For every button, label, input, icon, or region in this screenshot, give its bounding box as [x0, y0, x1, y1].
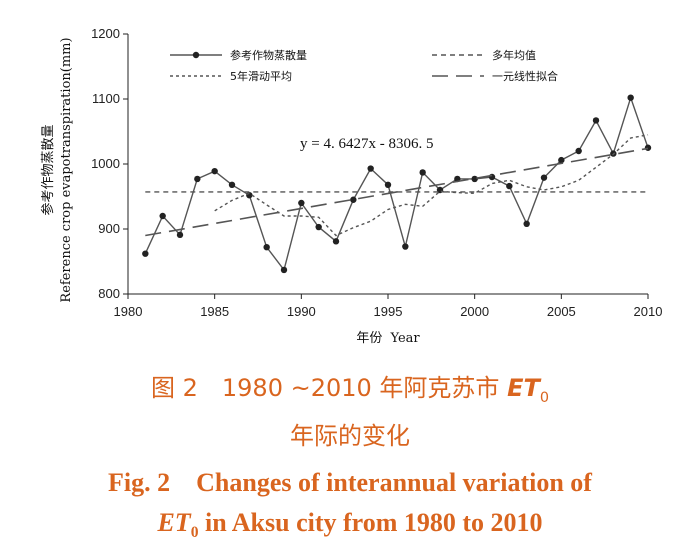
- caption-zh-prefix: 图 2 1980 ~2010 年阿克苏市: [151, 374, 508, 402]
- data-point: [298, 199, 305, 207]
- x-tick-label: 2000: [460, 304, 489, 319]
- x-axis-title-en: Year: [390, 331, 421, 346]
- caption-en-line1: Fig. 2 Changes of interannual variation …: [108, 468, 592, 497]
- x-tick-label: 1980: [114, 304, 143, 319]
- data-point: [315, 223, 322, 231]
- chart: 800 900 1000 1100 1200 1980 1985 1990 1995 2000 20…: [40, 26, 662, 346]
- data-point: [402, 243, 409, 250]
- caption-zh-sub: 0: [539, 389, 549, 406]
- data-point: [280, 266, 288, 274]
- y-axis-title: 参考作物蒸散量: [40, 124, 56, 215]
- caption-en-suffix: in Aksu city from 1980 to 2010: [198, 508, 543, 537]
- data-point: [194, 175, 201, 183]
- y-tick-label: 900: [98, 221, 120, 236]
- y-tick-label: 1100: [92, 91, 120, 106]
- y-axis-title-en: Reference crop evapotranspiration(mm): [59, 37, 74, 302]
- legend-label-2: 5年滑动平均: [230, 69, 292, 83]
- x-tick-label: 1985: [200, 304, 229, 319]
- data-point: [332, 238, 340, 245]
- y-axis-title-zh: 参考作物蒸散量: [40, 124, 56, 215]
- data-point: [558, 156, 565, 164]
- series-line-0: [144, 95, 649, 272]
- caption-zh-line2: 年际的变化: [290, 422, 410, 450]
- data-point: [176, 231, 184, 239]
- caption-en-sub: 0: [190, 524, 199, 542]
- legend-label-3: 一元线性拟合: [492, 69, 558, 83]
- data-point: [350, 196, 357, 203]
- data-point: [211, 167, 218, 175]
- series-line-2: [214, 134, 649, 237]
- data-point: [263, 244, 270, 251]
- x-tick-label: 2010: [634, 304, 663, 319]
- caption-en-et: ET: [157, 508, 191, 537]
- data-point: [367, 165, 374, 172]
- data-point: [627, 94, 634, 101]
- data-point: [142, 250, 149, 257]
- x-tick-label: 1995: [374, 304, 403, 319]
- legend-label-1: 多年均值: [492, 48, 536, 62]
- data-point: [471, 175, 478, 183]
- y-tick-label: 1000: [91, 156, 120, 171]
- legend-marker: [192, 51, 200, 59]
- chart-axes: 800 900 1000 1100 1200 1980 1985 1990 1995 2000 20…: [91, 26, 662, 319]
- x-axis-title-zh: 年份: [356, 331, 382, 346]
- caption-zh-line1: 图 2 1980 ~2010 年阿克苏市 ET0: [0, 368, 700, 406]
- data-point: [523, 220, 530, 227]
- data-point: [644, 144, 652, 151]
- regression-equation: y = 4. 6427x - 8306. 5: [300, 136, 433, 152]
- caption-en-line2: ET0 in Aksu city from 1980 to 2010: [0, 508, 700, 542]
- series-line-3: [145, 147, 649, 237]
- data-point: [506, 182, 513, 190]
- x-axis-title: 年份 Year: [356, 331, 420, 346]
- x-tick-label: 2005: [547, 304, 576, 319]
- data-point: [384, 181, 392, 188]
- chart-legend: 参考作物蒸散量 多年均值 5年滑动平均 一元线性拟合: [170, 48, 558, 83]
- data-point: [419, 169, 426, 176]
- caption-zh-et: ET: [507, 374, 540, 402]
- data-point: [575, 147, 582, 155]
- y-tick-label: 800: [98, 286, 120, 301]
- data-point: [540, 174, 548, 181]
- data-point: [592, 117, 600, 124]
- chart-series: [142, 94, 652, 274]
- x-tick-label: 1990: [287, 304, 316, 319]
- y-tick-label: 1200: [91, 26, 120, 41]
- legend-label-0: 参考作物蒸散量: [230, 48, 307, 62]
- data-point: [159, 212, 166, 220]
- data-point: [228, 181, 236, 188]
